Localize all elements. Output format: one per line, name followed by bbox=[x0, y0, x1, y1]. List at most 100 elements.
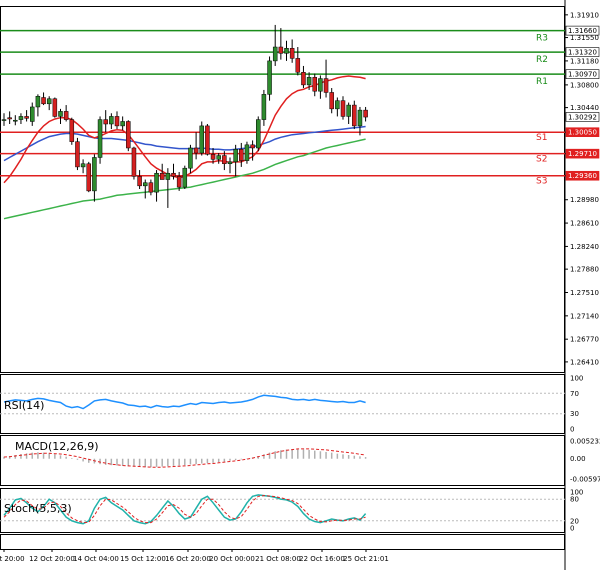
macd-level-label: 0.00 bbox=[570, 455, 586, 463]
y-tick-label: 1.31550 bbox=[570, 34, 599, 42]
rsi-level-label: 0 bbox=[570, 426, 574, 434]
level-name-s2: S2 bbox=[536, 155, 547, 165]
candle-body bbox=[176, 176, 182, 188]
level-price-label: 1.29360 bbox=[568, 172, 597, 180]
candle-body bbox=[41, 97, 46, 105]
candle-body bbox=[148, 182, 154, 193]
candle-body bbox=[357, 109, 363, 127]
y-tick-label: 1.26770 bbox=[570, 336, 599, 344]
rsi-line bbox=[3, 394, 366, 410]
x-tick-label: 9 Oct 20:00 bbox=[0, 555, 25, 563]
y-tick-label: 1.30800 bbox=[570, 81, 599, 89]
level-price-tag bbox=[565, 148, 600, 159]
y-tick-label: 1.28240 bbox=[570, 243, 599, 251]
level-price-tag bbox=[565, 170, 600, 181]
candle-body bbox=[143, 182, 148, 187]
x-tick-label: 12 Oct 20:00 bbox=[29, 555, 75, 563]
candle-body bbox=[346, 104, 351, 117]
candle-body bbox=[329, 92, 334, 110]
candle-body bbox=[188, 147, 193, 169]
rsi-pane-frame bbox=[0, 374, 565, 434]
y-tick-label: 1.31910 bbox=[570, 11, 599, 19]
stoch-level-label: 80 bbox=[570, 496, 579, 504]
candle-body bbox=[244, 144, 250, 161]
x-tick-label: 20 Oct 00:00 bbox=[209, 555, 255, 563]
extra-pane-frame bbox=[0, 534, 565, 550]
candle-body bbox=[301, 72, 306, 86]
y-tick-label: 1.27140 bbox=[570, 312, 599, 320]
x-tick-label: 22 Oct 16:00 bbox=[299, 555, 345, 563]
candle-body bbox=[154, 172, 159, 193]
candle-body bbox=[256, 119, 261, 149]
stoch-level-label: 0 bbox=[570, 525, 574, 533]
candle-body bbox=[58, 111, 63, 117]
level-price-label: 1.30050 bbox=[568, 129, 597, 137]
ma-blue-line bbox=[3, 125, 366, 162]
candle-body bbox=[278, 46, 284, 54]
macd-signal-line bbox=[3, 448, 366, 468]
candle-body bbox=[261, 94, 267, 120]
candle-body bbox=[284, 48, 289, 54]
y-tick-label: 1.28980 bbox=[570, 196, 599, 204]
level-name-r3: R3 bbox=[536, 34, 548, 44]
candle-body bbox=[239, 148, 244, 161]
stoch-pane-frame bbox=[0, 488, 565, 533]
candle-body bbox=[18, 116, 24, 120]
rsi-level-label: 70 bbox=[570, 390, 579, 398]
candle-body bbox=[352, 104, 357, 127]
level-name-s3: S3 bbox=[536, 177, 547, 187]
rsi-label: RSI(14) bbox=[4, 399, 44, 412]
candle-body bbox=[35, 95, 41, 108]
candle-body bbox=[114, 116, 120, 127]
candle-body bbox=[272, 46, 278, 62]
candle-body bbox=[222, 155, 227, 165]
level-price-label: 1.31320 bbox=[568, 49, 597, 57]
candle-body bbox=[131, 147, 137, 177]
candle-body bbox=[86, 163, 91, 192]
candle-body bbox=[52, 98, 58, 117]
candle-body bbox=[13, 119, 18, 122]
stoch-signal-line bbox=[3, 495, 366, 524]
candle-body bbox=[30, 106, 35, 122]
candle-body bbox=[120, 121, 125, 127]
current-price-label: 1.30292 bbox=[568, 113, 597, 121]
stoch-label: Stoch(5,5,3) bbox=[4, 502, 72, 515]
current-price-tag bbox=[565, 112, 600, 122]
candle-body bbox=[199, 125, 204, 154]
y-tick-label: 1.31180 bbox=[570, 57, 599, 65]
y-tick-label: 1.27880 bbox=[570, 266, 599, 274]
y-tick-label: 1.26410 bbox=[570, 358, 599, 366]
level-price-tag bbox=[565, 25, 600, 36]
candle-body bbox=[75, 141, 80, 168]
candle-body bbox=[318, 78, 323, 92]
candle-body bbox=[97, 119, 103, 158]
stoch-level-label: 100 bbox=[570, 489, 583, 497]
rsi-level-label: 100 bbox=[570, 375, 583, 383]
candle-body bbox=[165, 172, 171, 180]
candle-body bbox=[193, 147, 199, 154]
stoch-level-label: 20 bbox=[570, 517, 579, 525]
candle-body bbox=[69, 119, 75, 142]
level-price-label: 1.30970 bbox=[568, 71, 597, 79]
stoch-main-line bbox=[3, 494, 367, 525]
candle-body bbox=[103, 119, 108, 125]
candle-body bbox=[295, 58, 301, 73]
level-price-tag bbox=[565, 127, 600, 138]
candle-body bbox=[210, 154, 216, 160]
macd-level-label: -0.005975 bbox=[570, 476, 600, 484]
candle-body bbox=[137, 176, 142, 187]
level-name-r1: R1 bbox=[536, 77, 548, 87]
candle-body bbox=[323, 78, 329, 93]
candle-body bbox=[233, 148, 238, 163]
level-price-tag bbox=[565, 47, 600, 57]
candle-body bbox=[250, 144, 255, 149]
candle-body bbox=[126, 121, 131, 149]
candle-body bbox=[80, 163, 86, 168]
y-tick-label: 1.28610 bbox=[570, 220, 599, 228]
candle-body bbox=[46, 98, 52, 105]
candle-body bbox=[312, 77, 317, 92]
level-name-s1: S1 bbox=[536, 133, 547, 143]
candle-body bbox=[227, 161, 233, 165]
candle-body bbox=[171, 172, 176, 177]
candle-body bbox=[289, 48, 295, 59]
